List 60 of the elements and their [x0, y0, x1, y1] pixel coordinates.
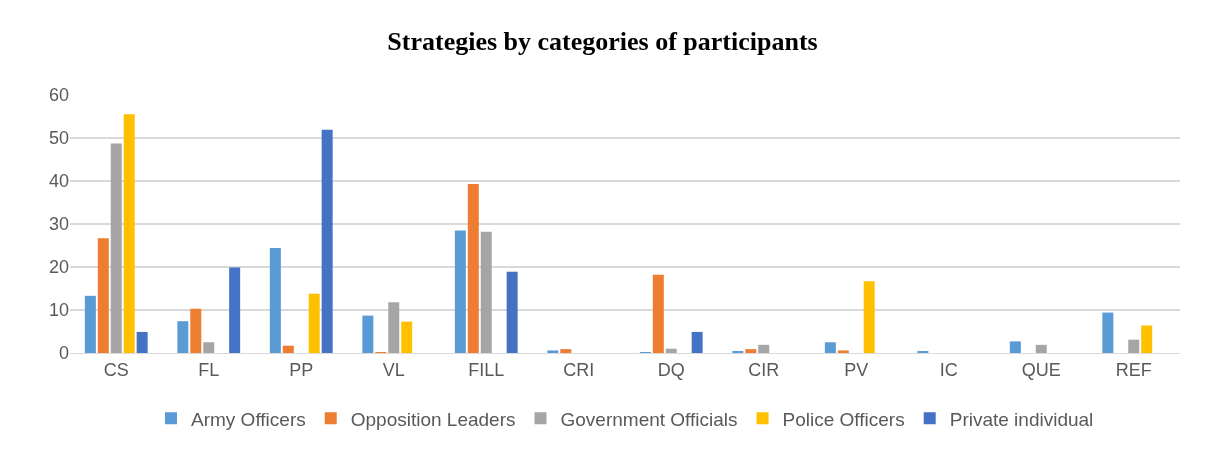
- bar: [308, 293, 320, 353]
- x-tick-label: DQ: [657, 359, 685, 380]
- bar: [480, 231, 492, 353]
- bar: [84, 295, 96, 353]
- x-tick-label: PP: [289, 359, 314, 380]
- bar: [1035, 344, 1047, 353]
- bar: [388, 302, 400, 353]
- bar: [321, 129, 333, 353]
- bar: [269, 248, 281, 353]
- y-tick-label: 40: [48, 171, 69, 192]
- bar: [1128, 339, 1140, 353]
- x-tick-label: CIR: [748, 359, 780, 380]
- x-tick-label: FILL: [468, 359, 505, 380]
- bar: [1102, 312, 1114, 353]
- bar: [454, 230, 466, 353]
- bar: [401, 321, 413, 353]
- y-tick-label: 0: [58, 343, 69, 364]
- bar: [467, 184, 479, 353]
- bar: [1141, 325, 1153, 353]
- x-tick-label: CRI: [563, 359, 595, 380]
- bar: [506, 271, 518, 353]
- bar: [652, 274, 664, 353]
- y-tick-label: 50: [48, 128, 69, 149]
- bar: [190, 308, 202, 353]
- bar: [837, 350, 849, 353]
- legend-label: Private individual: [949, 408, 1094, 430]
- bar: [691, 331, 703, 353]
- bar: [136, 331, 148, 353]
- legend-label: Government Officials: [560, 408, 738, 430]
- x-tick-label: PV: [844, 359, 869, 380]
- y-tick-label: 20: [48, 257, 69, 278]
- bar: [203, 342, 215, 353]
- x-tick-label: CS: [103, 359, 129, 380]
- bar: [547, 350, 559, 353]
- legend-label: Army Officers: [191, 408, 306, 430]
- bar: [229, 267, 241, 353]
- bar: [177, 321, 189, 353]
- bar: [758, 344, 770, 353]
- bar: [97, 238, 109, 353]
- bar: [1009, 341, 1021, 353]
- y-tick-label: 60: [48, 85, 69, 106]
- bar: [282, 345, 294, 353]
- bar: [863, 281, 875, 353]
- bar: [824, 342, 836, 353]
- bar: [362, 315, 374, 353]
- x-tick-label: VL: [382, 359, 405, 380]
- bar: [110, 143, 122, 353]
- bar: [560, 349, 572, 353]
- bar: [123, 114, 135, 353]
- legend-label: Opposition Leaders: [350, 408, 516, 430]
- bar: [745, 349, 757, 353]
- bar: [665, 348, 677, 353]
- chart-title: Strategies by categories of participants: [387, 26, 818, 56]
- x-tick-label: IC: [939, 359, 958, 380]
- y-tick-label: 30: [48, 214, 69, 235]
- legend-label: Police Officers: [782, 408, 905, 430]
- x-tick-label: REF: [1115, 359, 1152, 380]
- x-tick-label: FL: [198, 359, 220, 380]
- x-tick-label: QUE: [1021, 359, 1061, 380]
- y-tick-label: 10: [48, 300, 69, 321]
